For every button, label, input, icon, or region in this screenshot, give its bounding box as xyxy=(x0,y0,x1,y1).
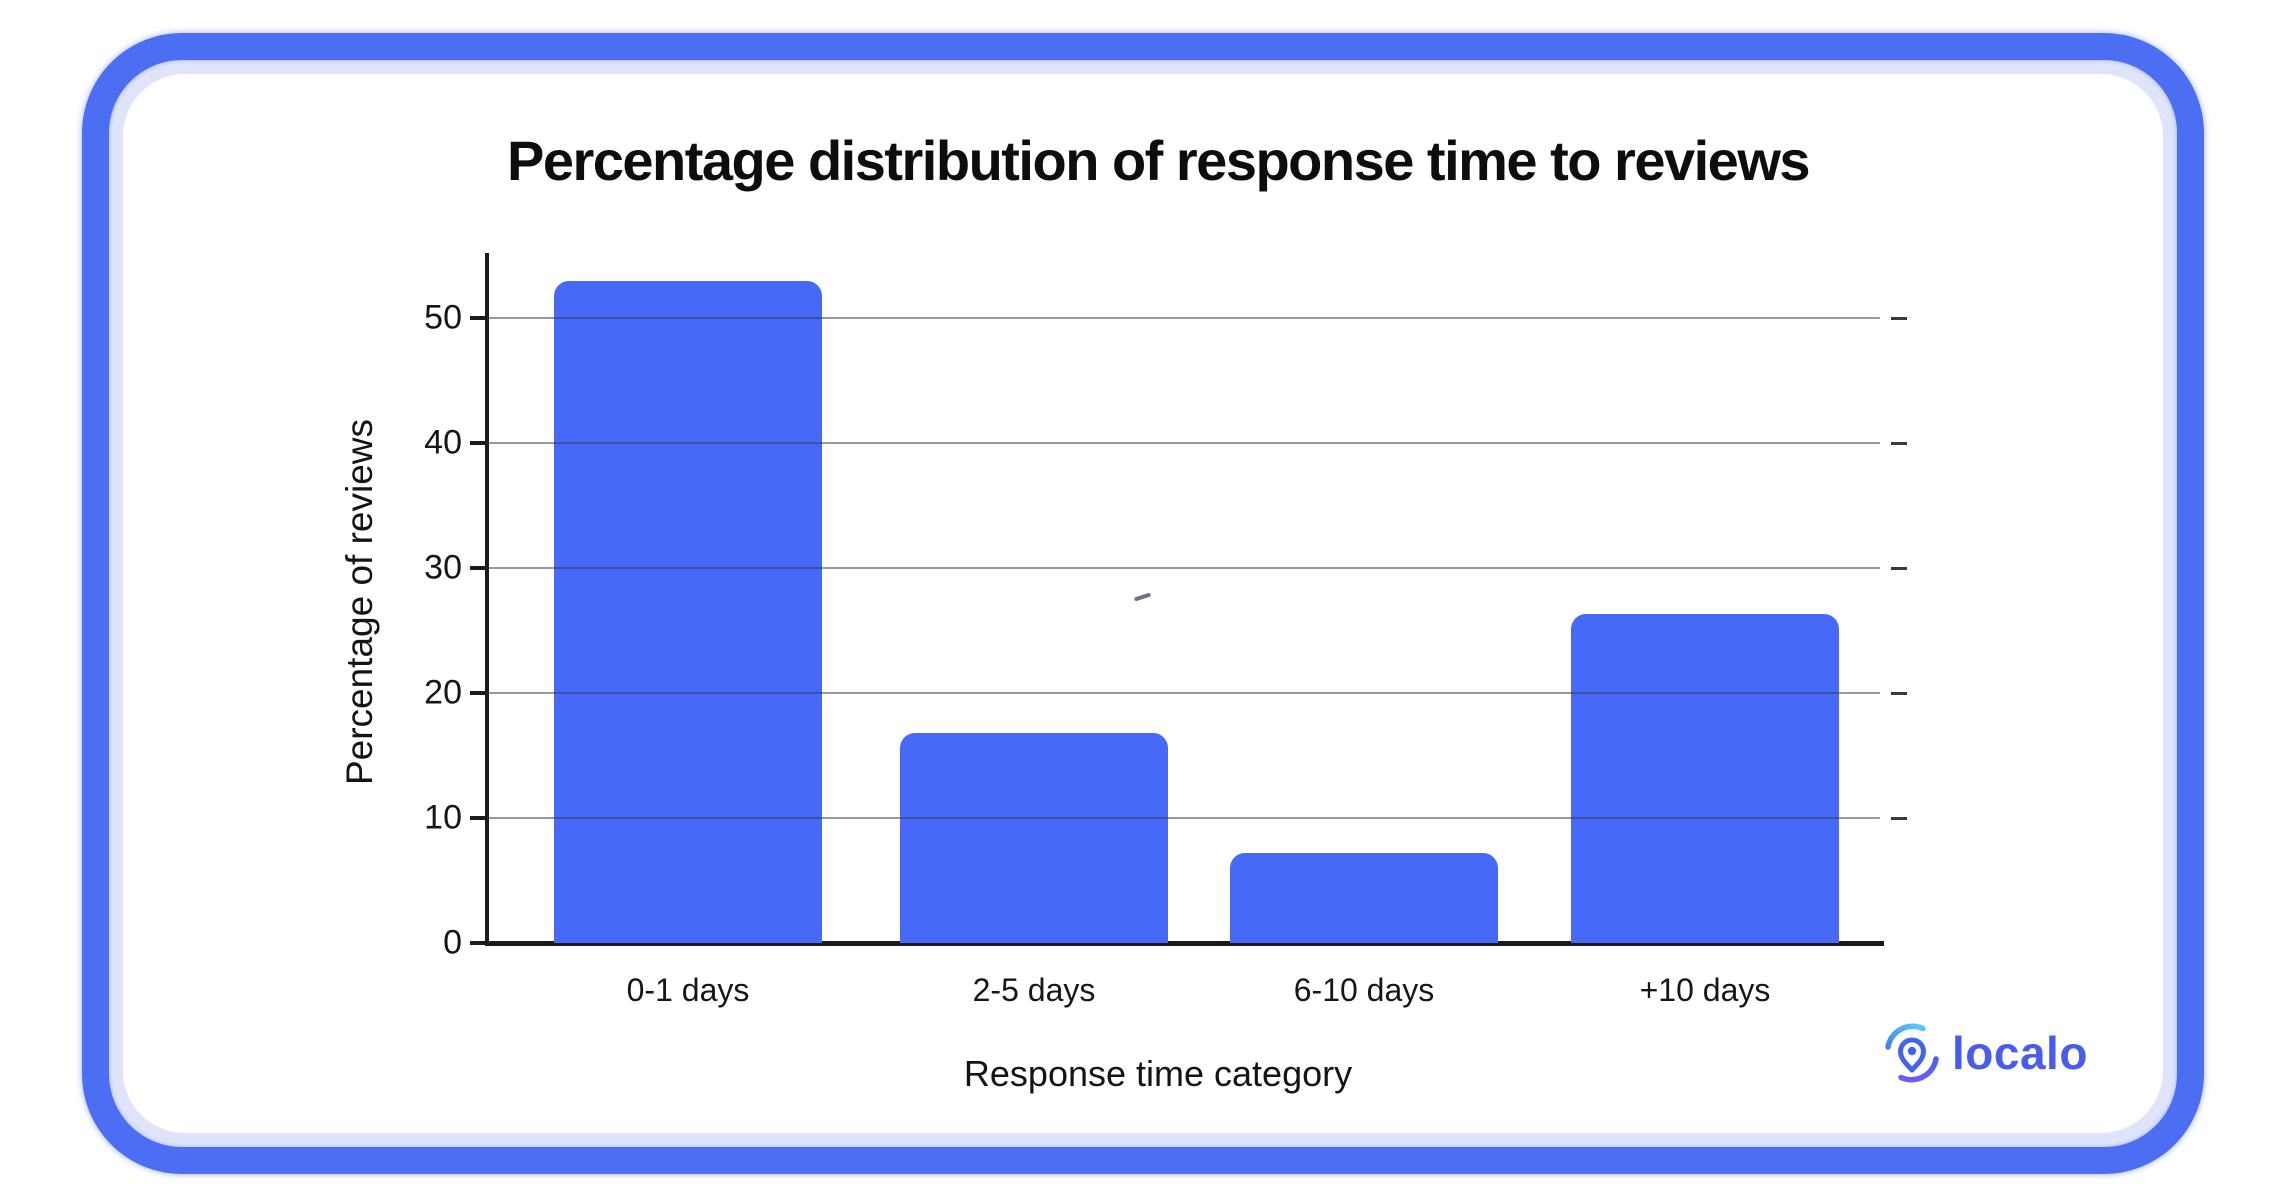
y-tick-label-10: 10 xyxy=(424,798,462,837)
y-axis-title: Percentage of reviews xyxy=(339,418,380,786)
right-tick-10 xyxy=(1891,816,1907,820)
x-tick-label-2-5-days: 2-5 days xyxy=(972,972,1096,1008)
left-tick-20 xyxy=(470,690,487,695)
gridline-30 xyxy=(487,566,1880,569)
right-tick-50 xyxy=(1891,316,1907,320)
gridline-10 xyxy=(487,816,1880,819)
bar-2-5-days xyxy=(900,732,1168,943)
left-tick-0 xyxy=(470,941,487,945)
right-tick-20 xyxy=(1891,691,1907,695)
gridline-50 xyxy=(487,316,1880,319)
y-tick-label-40: 40 xyxy=(424,423,462,462)
localo-logo: localo xyxy=(1882,1022,2088,1084)
chart-card xyxy=(123,74,2163,1133)
y-tick-label-30: 30 xyxy=(424,548,462,587)
bar-6-10-days xyxy=(1230,852,1498,943)
x-axis-line xyxy=(485,941,1884,946)
gridline-20 xyxy=(487,691,1880,694)
x-tick-label-6-10-days: 6-10 days xyxy=(1293,972,1435,1008)
y-tick-label-0: 0 xyxy=(443,923,462,962)
location-pin-icon xyxy=(1885,1023,1939,1083)
left-tick-10 xyxy=(470,815,487,820)
x-tick-label-+10-days: +10 days xyxy=(1639,972,1771,1008)
right-tick-30 xyxy=(1891,566,1907,570)
bar-0-1-days xyxy=(554,281,822,943)
right-tick-40 xyxy=(1891,441,1907,445)
logo-text: localo xyxy=(1952,1027,2088,1079)
y-tick-label-50: 50 xyxy=(424,298,462,337)
left-tick-30 xyxy=(470,565,487,570)
y-axis-line xyxy=(485,253,489,945)
y-tick-label-20: 20 xyxy=(424,673,462,712)
bar-+10-days xyxy=(1571,614,1839,943)
rounded-blue-frame xyxy=(82,33,2204,1174)
chart-title: Percentage distribution of response time… xyxy=(506,129,1811,192)
gridline-40 xyxy=(487,441,1880,444)
left-tick-50 xyxy=(470,315,487,320)
x-tick-label-0-1-days: 0-1 days xyxy=(626,972,750,1008)
left-tick-40 xyxy=(470,440,487,445)
x-axis-title: Response time category xyxy=(963,1053,1353,1094)
